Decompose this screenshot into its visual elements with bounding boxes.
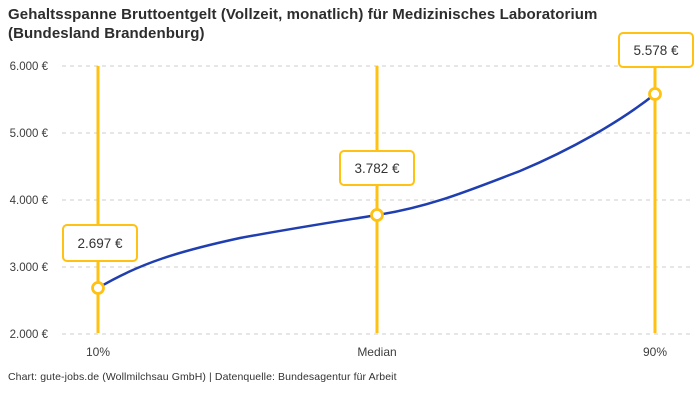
value-label-10-text: 2.697 € xyxy=(77,235,123,251)
data-point-markers xyxy=(91,87,662,295)
value-label-10-percentile: 2.697 € xyxy=(62,224,138,262)
y-axis-labels: 6.000 € 5.000 € 4.000 € 3.000 € 2.000 € xyxy=(10,61,49,341)
y-tick-2000: 2.000 € xyxy=(10,329,49,341)
x-axis-labels: 10% Median 90% xyxy=(86,345,667,359)
marker-10-percentile xyxy=(91,281,105,295)
x-tick-median: Median xyxy=(357,345,396,359)
x-tick-10pct: 10% xyxy=(86,345,110,359)
chart-title: Gehaltsspanne Bruttoentgelt (Vollzeit, m… xyxy=(8,5,648,43)
y-tick-5000: 5.000 € xyxy=(10,128,49,140)
marker-median xyxy=(370,208,384,222)
value-label-90-text: 5.578 € xyxy=(633,42,679,58)
y-tick-3000: 3.000 € xyxy=(10,262,49,274)
chart-title-line2: (Bundesland Brandenburg) xyxy=(8,25,205,42)
x-tick-90pct: 90% xyxy=(643,345,667,359)
y-tick-6000: 6.000 € xyxy=(10,61,49,73)
chart-title-line1: Gehaltsspanne Bruttoentgelt (Vollzeit, m… xyxy=(8,6,598,23)
value-label-median-text: 3.782 € xyxy=(354,160,400,176)
value-label-90-percentile: 5.578 € xyxy=(618,32,694,68)
chart-source-attribution: Chart: gute-jobs.de (Wollmilchsau GmbH) … xyxy=(8,371,397,383)
y-tick-4000: 4.000 € xyxy=(10,195,49,207)
percentile-lines xyxy=(96,66,657,333)
marker-90-percentile xyxy=(648,87,662,101)
value-label-median: 3.782 € xyxy=(339,150,415,186)
